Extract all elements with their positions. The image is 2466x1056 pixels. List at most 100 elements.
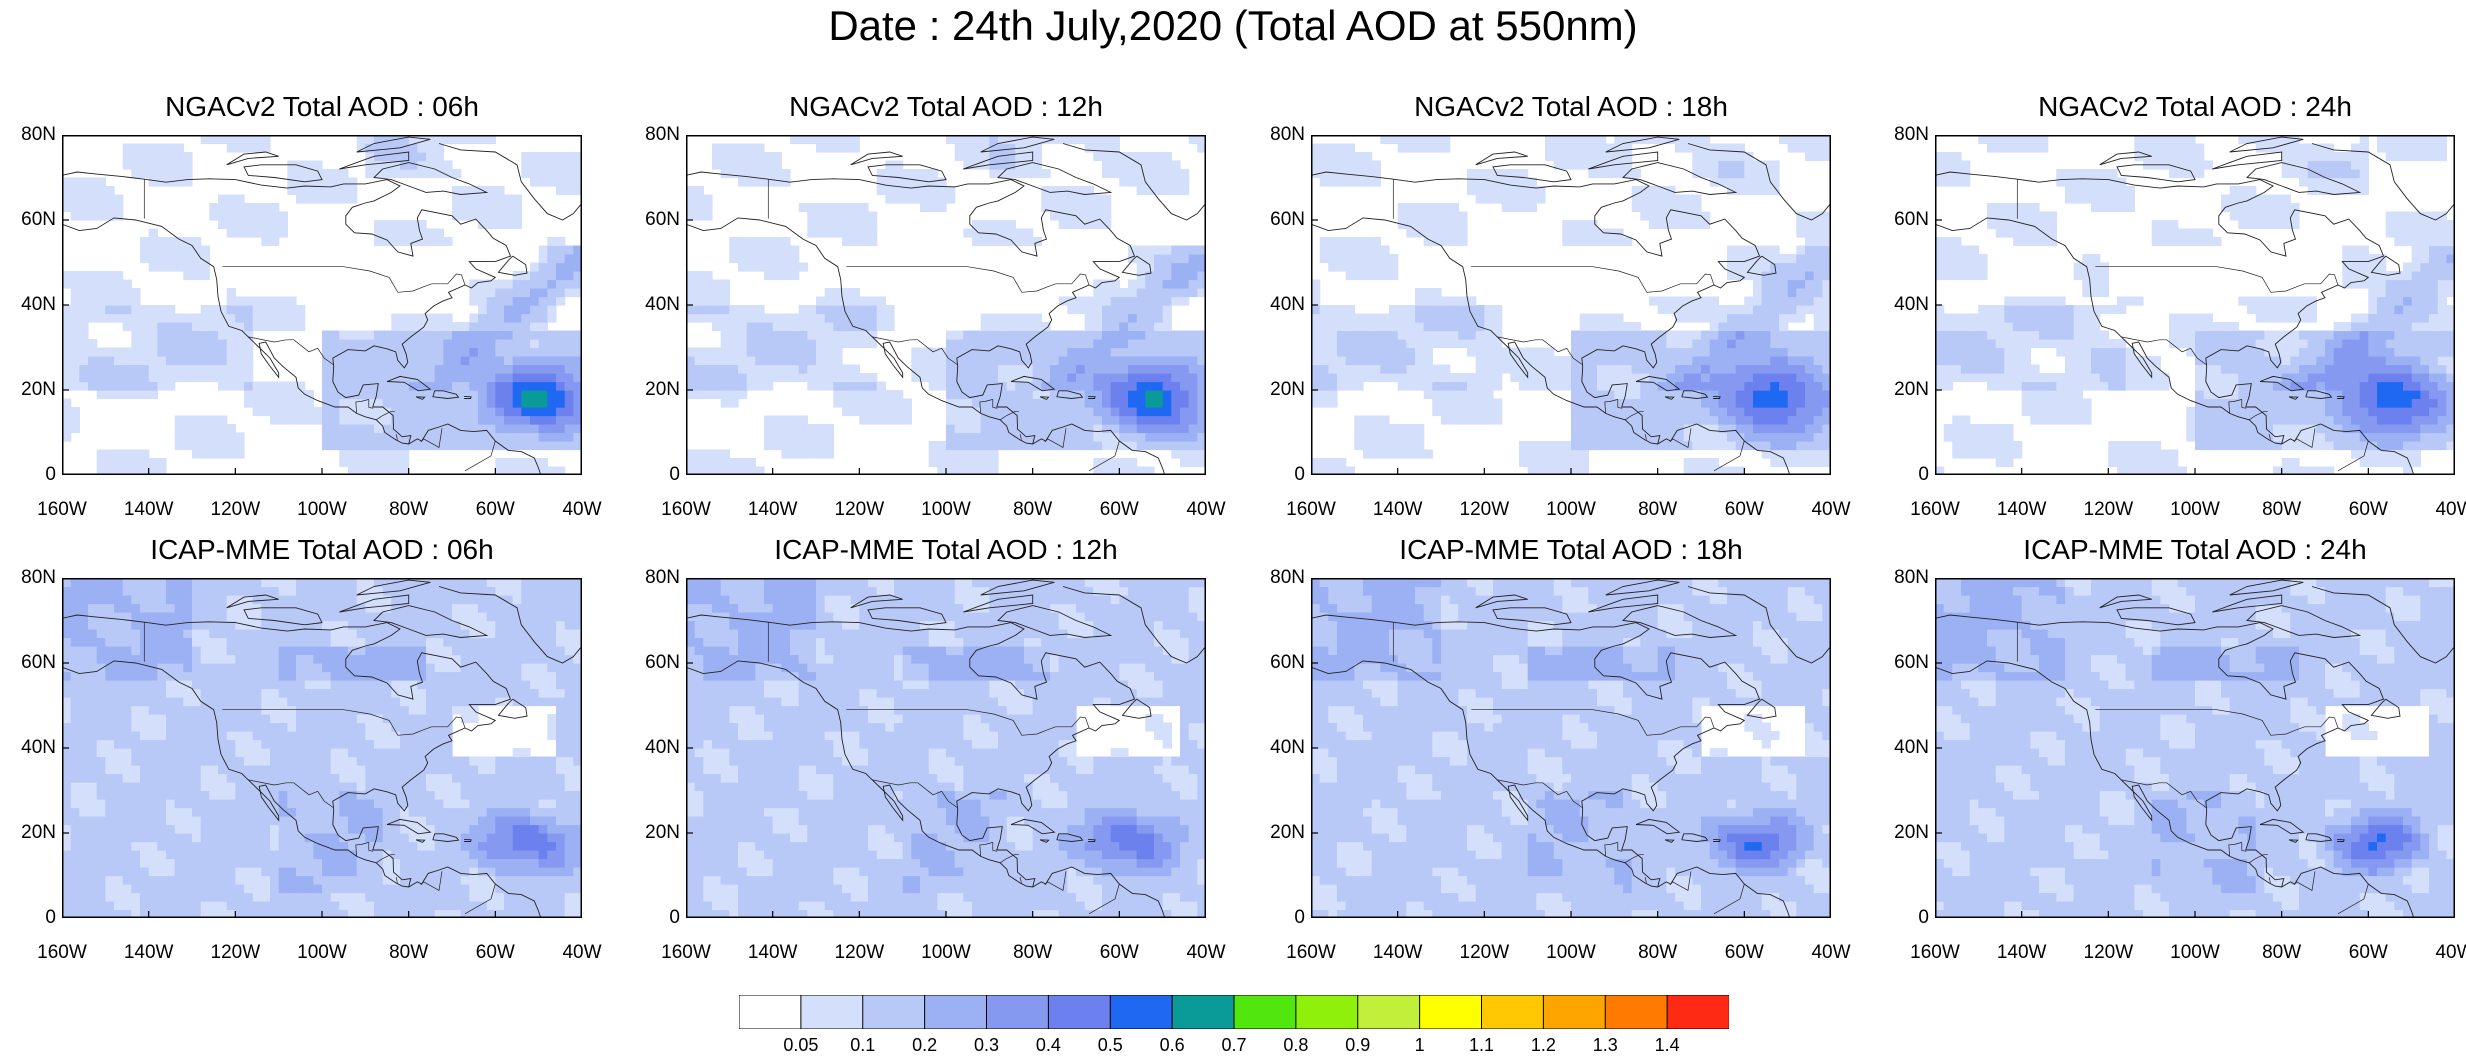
- island-outline: [1635, 818, 1681, 835]
- colorbar-label: 1.2: [1530, 1035, 1556, 1055]
- island-outline: [1746, 255, 1777, 276]
- island-outline: [963, 594, 1034, 613]
- island-outline: [1010, 818, 1056, 835]
- lon-tick-label: 60W: [1724, 942, 1764, 963]
- coastline: [1935, 660, 2415, 918]
- country-border: [2337, 440, 2369, 472]
- island-outline: [1475, 151, 1528, 166]
- lon-tick-label: 80W: [1013, 499, 1053, 520]
- panel-title: NGACv2 Total AOD : 06h: [165, 91, 479, 122]
- country-border: [2095, 709, 2339, 736]
- island-outline: [997, 162, 1113, 195]
- island-outline: [2212, 594, 2283, 613]
- country-border: [992, 842, 998, 852]
- map-panel: NGACv2 Total AOD : 12h 0 20N 40N 60N 80N 160W 1…: [645, 91, 1225, 520]
- lon-tick-label: 60W: [475, 942, 515, 963]
- lon-tick-label: 120W: [834, 499, 885, 520]
- aod-field: [1311, 578, 1831, 918]
- country-border: [1044, 871, 1067, 891]
- colorbar-swatch: [986, 995, 1050, 1029]
- country-border: [1088, 440, 1120, 472]
- island-outline: [2288, 839, 2299, 843]
- lon-tick-label: 120W: [2083, 499, 2134, 520]
- lat-tick-label: 60N: [21, 209, 56, 230]
- lon-tick-label: 120W: [210, 942, 261, 963]
- lon-tick-label: 140W: [747, 942, 798, 963]
- coastline: [686, 171, 1136, 445]
- coastline: [1311, 217, 1791, 475]
- island-outline: [850, 151, 903, 166]
- coastline: [2311, 143, 2455, 221]
- map-panel: ICAP-MME Total AOD : 06h 0 20N 40N 60N 80N 160…: [21, 534, 601, 963]
- lon-tick-label: 160W: [37, 499, 87, 520]
- island-outline: [356, 136, 431, 153]
- lat-tick-label: 20N: [645, 379, 680, 400]
- island-outline: [243, 164, 323, 183]
- lon-tick-label: 100W: [2170, 499, 2220, 520]
- colorbar-label: 0.3: [973, 1035, 1000, 1055]
- lat-tick-label: 20N: [1894, 822, 1929, 843]
- lon-tick-label: 140W: [1996, 499, 2047, 520]
- country-border: [464, 440, 496, 472]
- colorbar-label: 1.3: [1592, 1035, 1618, 1055]
- lat-tick-label: 80N: [645, 124, 680, 145]
- island-outline: [373, 605, 489, 638]
- island-outline: [2288, 396, 2299, 400]
- country-border: [420, 871, 443, 891]
- lat-tick-label: 0: [45, 907, 56, 928]
- aod-map: [62, 578, 582, 918]
- country-border: [2095, 266, 2339, 293]
- country-border: [355, 399, 369, 414]
- island-outline: [980, 136, 1055, 153]
- lon-tick-label: 40W: [1186, 942, 1226, 963]
- country-border: [464, 883, 496, 915]
- lon-tick-label: 160W: [1910, 942, 1960, 963]
- aod-field: [1935, 578, 2455, 918]
- island-outline: [386, 818, 432, 835]
- country-border: [395, 434, 398, 440]
- country-border: [1471, 709, 1715, 736]
- country-border: [872, 779, 958, 809]
- panel-title: ICAP-MME Total AOD : 06h: [150, 534, 494, 565]
- country-border: [2228, 399, 2242, 414]
- lon-tick-label: 80W: [389, 942, 429, 963]
- lat-tick-label: 0: [1294, 907, 1305, 928]
- coastline: [1062, 586, 1206, 664]
- country-border: [2228, 842, 2242, 857]
- aod-map: [686, 135, 1206, 475]
- coastline: [438, 143, 582, 221]
- map-panel: ICAP-MME Total AOD : 12h 0 20N 40N 60N 80N 160…: [645, 534, 1225, 963]
- aod-map: [1935, 135, 2455, 475]
- country-border: [2121, 779, 2207, 809]
- lat-tick-label: 0: [669, 907, 680, 928]
- lat-tick-label: 40N: [21, 737, 56, 758]
- country-border: [846, 709, 1090, 736]
- country-border: [222, 266, 466, 293]
- lon-tick-label: 40W: [1811, 499, 1851, 520]
- island-outline: [2212, 151, 2283, 170]
- colorbar-swatch: [1357, 995, 1421, 1029]
- island-outline: [432, 390, 460, 399]
- aod-map: [1311, 135, 1831, 475]
- island-outline: [2259, 375, 2305, 392]
- country-border: [2249, 410, 2268, 421]
- lat-tick-label: 80N: [1270, 124, 1305, 145]
- island-outline: [2305, 390, 2333, 399]
- colorbar-label: 0.2: [912, 1035, 938, 1055]
- country-border: [1617, 842, 1623, 852]
- island-outline: [226, 594, 279, 609]
- lon-tick-label: 40W: [1811, 942, 1851, 963]
- lon-tick-label: 140W: [747, 499, 798, 520]
- lat-tick-label: 0: [1294, 464, 1305, 485]
- island-outline: [1664, 396, 1675, 400]
- lon-tick-label: 140W: [123, 499, 174, 520]
- colorbar-label: 1: [1414, 1035, 1425, 1055]
- island-outline: [850, 594, 903, 609]
- lat-tick-label: 60N: [645, 652, 680, 673]
- lon-tick-label: 140W: [1372, 499, 1423, 520]
- island-outline: [1056, 390, 1084, 399]
- colorbar-swatch: [1295, 995, 1359, 1029]
- island-outline: [1664, 839, 1675, 843]
- coastline: [1935, 614, 2385, 888]
- lon-tick-label: 120W: [210, 499, 261, 520]
